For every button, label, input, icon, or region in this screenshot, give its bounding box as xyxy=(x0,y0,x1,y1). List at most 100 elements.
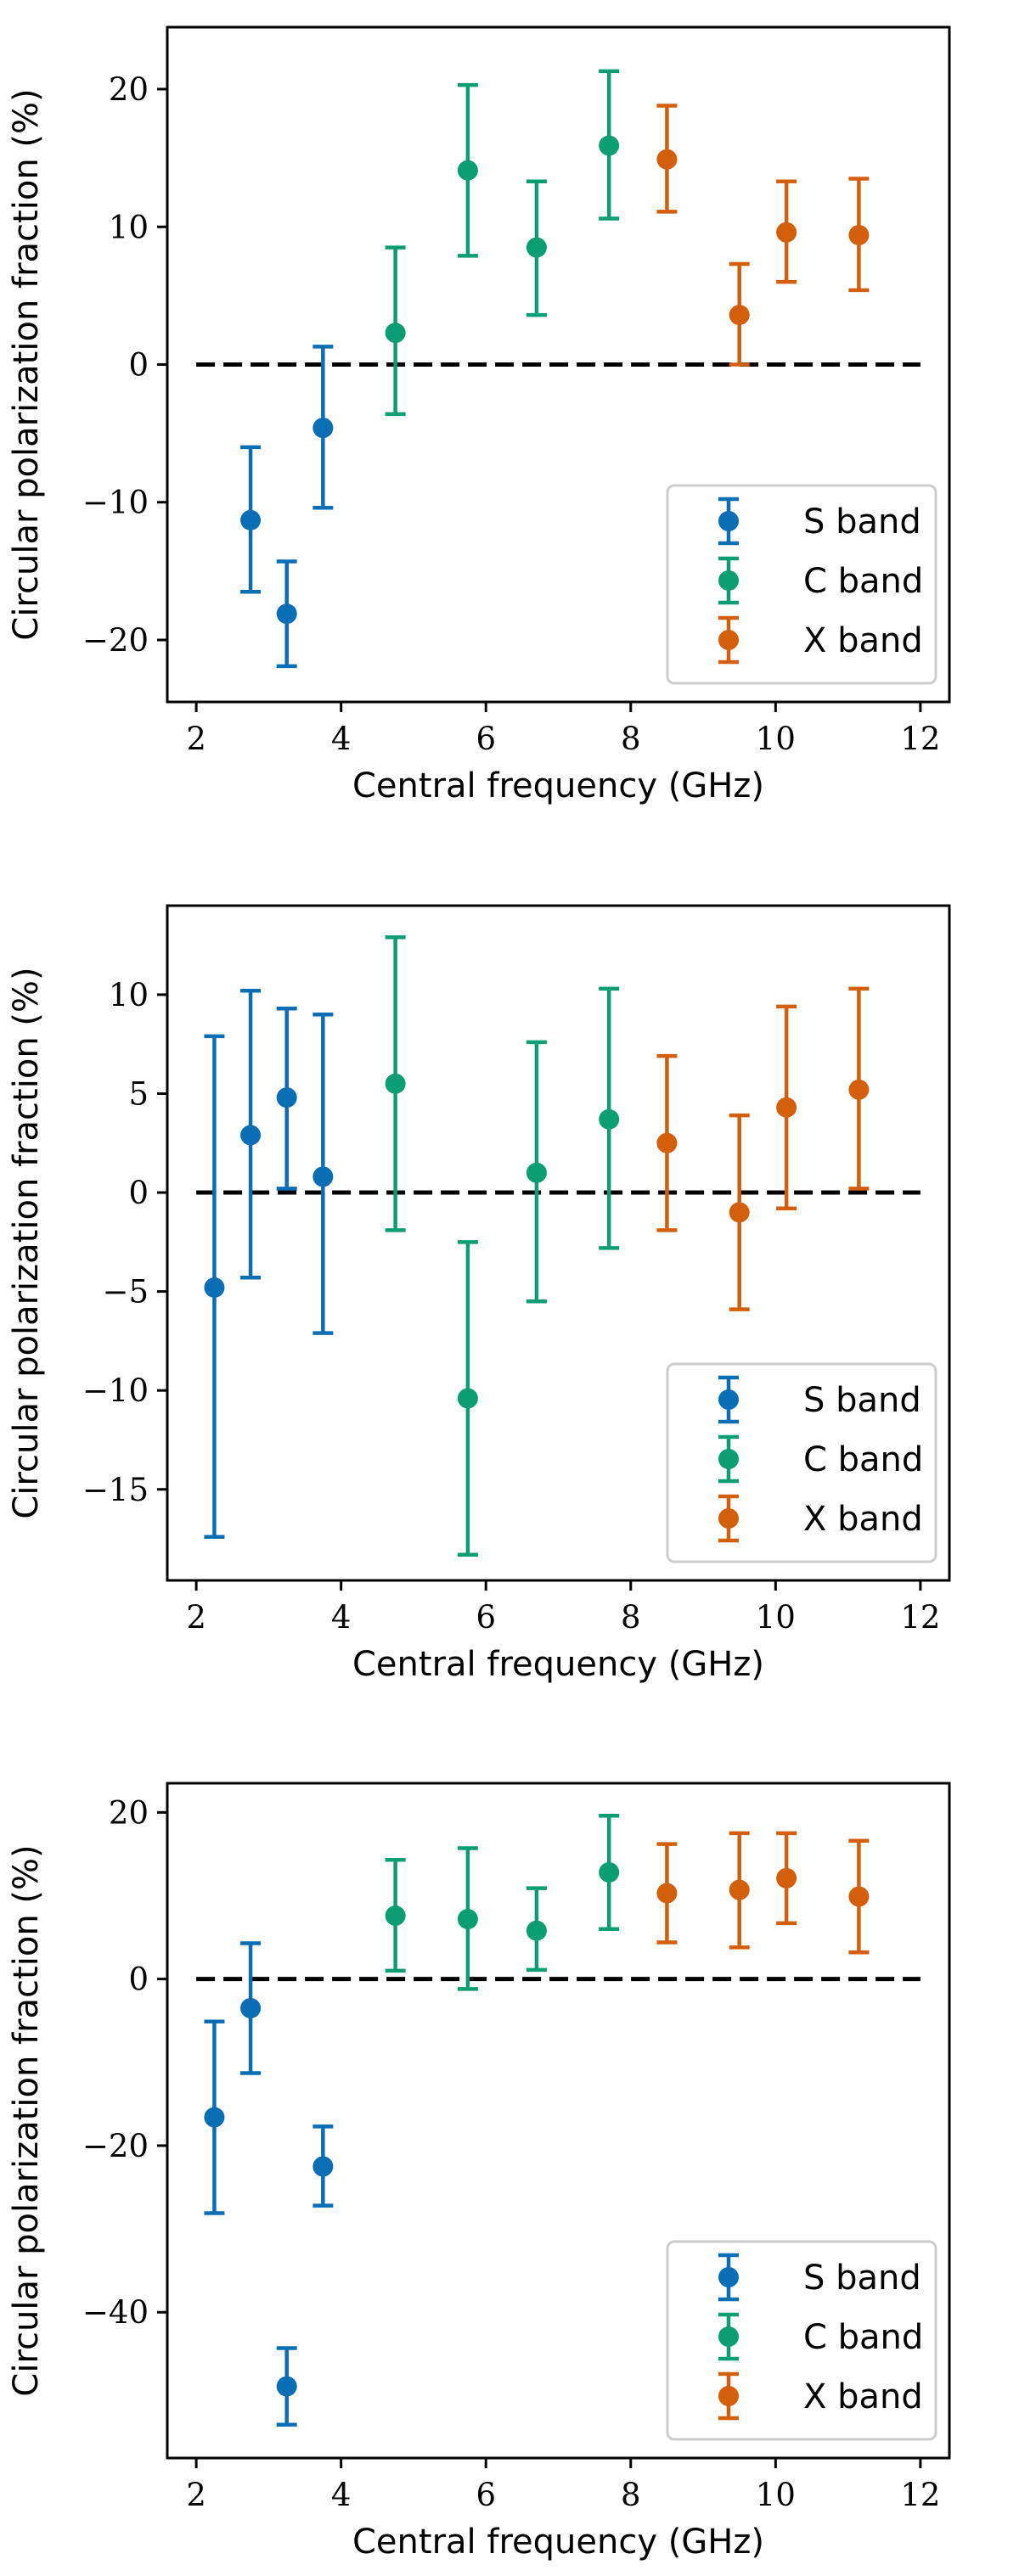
y-tick-label: −10 xyxy=(82,485,149,521)
x-tick-label: 2 xyxy=(186,1599,206,1636)
data-point xyxy=(656,1132,678,1153)
x-tick-label: 8 xyxy=(621,2477,641,2513)
data-point xyxy=(276,1087,297,1108)
legend-marker-icon xyxy=(718,2267,739,2287)
x-tick-label: 2 xyxy=(186,2477,206,2513)
x-tick-label: 6 xyxy=(476,721,496,757)
data-point xyxy=(385,1073,406,1094)
data-point xyxy=(776,1867,797,1889)
x-tick-label: 8 xyxy=(621,1599,641,1636)
legend-marker-icon xyxy=(718,1508,739,1529)
series-c-band xyxy=(385,69,620,417)
data-point xyxy=(276,603,297,625)
legend-marker-icon xyxy=(718,511,739,531)
y-tick-label: −20 xyxy=(82,622,149,659)
data-point xyxy=(526,1920,547,1941)
x-tick-label: 4 xyxy=(331,1599,352,1636)
series-x-band xyxy=(656,104,870,367)
x-tick-label: 4 xyxy=(331,2477,352,2513)
data-point xyxy=(240,1125,262,1146)
y-tick-label: −15 xyxy=(82,1472,149,1508)
data-point xyxy=(848,224,870,245)
data-point xyxy=(776,1097,797,1118)
y-tick-label: 0 xyxy=(128,1961,149,1998)
data-point xyxy=(656,149,678,170)
chart-2: 2 4 6 8 10 12 −15 −10 −5 0 5 10 Central frequency (G… xyxy=(7,904,951,1684)
axes-frame xyxy=(166,1782,951,2460)
y-axis-label: Circular polarization fraction (%) xyxy=(7,1844,46,2396)
legend: S band C band X band xyxy=(666,484,937,685)
data-point xyxy=(599,1862,620,1883)
legend: S band C band X band xyxy=(666,1362,937,1563)
data-point xyxy=(729,1879,750,1900)
axes-frame xyxy=(166,904,951,1582)
data-point xyxy=(848,1079,870,1100)
series-s-band xyxy=(204,988,334,1539)
legend-marker-icon xyxy=(718,2386,739,2406)
data-point xyxy=(729,1202,750,1223)
legend-label: X band xyxy=(803,1500,923,1539)
legend-marker-icon xyxy=(718,2326,739,2347)
data-point xyxy=(848,1886,870,1907)
x-axis-label: Central frequency (GHz) xyxy=(352,1645,764,1684)
y-tick-label: −20 xyxy=(82,2128,149,2164)
data-point xyxy=(276,2376,297,2397)
data-point xyxy=(204,2107,225,2128)
series-x-band xyxy=(656,986,870,1311)
legend-label: C band xyxy=(803,2318,923,2357)
series-c-band xyxy=(385,1814,620,1991)
y-tick-label: 0 xyxy=(128,1175,149,1211)
x-axis-label: Central frequency (GHz) xyxy=(352,2523,764,2562)
y-tick-label: −10 xyxy=(82,1372,149,1409)
data-point xyxy=(312,2156,334,2177)
data-point xyxy=(599,135,620,156)
data-point xyxy=(204,1277,225,1298)
legend-label: S band xyxy=(803,1381,921,1420)
data-point xyxy=(457,1908,478,1929)
data-point xyxy=(729,305,750,326)
x-tick-label: 6 xyxy=(476,1599,496,1636)
x-axis-label: Central frequency (GHz) xyxy=(352,766,764,805)
x-tick-label: 8 xyxy=(621,721,641,757)
data-point xyxy=(385,323,406,344)
data-point xyxy=(526,1162,547,1183)
y-tick-label: 5 xyxy=(128,1075,149,1112)
legend-label: C band xyxy=(803,562,923,601)
y-tick-label: 0 xyxy=(128,347,149,384)
x-tick-label: 12 xyxy=(900,721,940,757)
x-tick-label: 6 xyxy=(476,2477,496,2513)
data-point xyxy=(312,418,334,439)
y-tick-label: −5 xyxy=(102,1274,149,1310)
chart-1: 2 4 6 8 10 12 −20 −10 0 10 20 Central frequency (GH… xyxy=(7,25,951,805)
data-point xyxy=(312,1166,334,1187)
legend-label: X band xyxy=(803,2377,923,2416)
data-point xyxy=(776,222,797,243)
legend-label: S band xyxy=(803,502,921,542)
legend: S band C band X band xyxy=(666,2240,937,2441)
series-s-band xyxy=(204,1941,334,2427)
x-tick-label: 10 xyxy=(756,721,796,757)
data-point xyxy=(240,509,262,530)
legend-label: X band xyxy=(803,621,923,660)
legend-label: C band xyxy=(803,1440,923,1479)
legend-marker-icon xyxy=(718,1449,739,1469)
x-tick-label: 2 xyxy=(186,721,206,757)
data-point xyxy=(457,1388,478,1409)
x-tick-label: 10 xyxy=(756,2477,796,2513)
data-point xyxy=(240,1998,262,2018)
y-tick-label: 20 xyxy=(109,1794,149,1831)
data-point xyxy=(457,160,478,181)
y-tick-label: 10 xyxy=(109,209,149,245)
y-axis-label: Circular polarization fraction (%) xyxy=(7,967,46,1518)
legend-marker-icon xyxy=(718,570,739,591)
data-point xyxy=(656,1883,678,1904)
legend-marker-icon xyxy=(718,630,739,650)
y-tick-label: 10 xyxy=(109,977,149,1013)
series-c-band xyxy=(385,935,620,1557)
series-s-band xyxy=(240,345,334,669)
data-point xyxy=(385,1905,406,1927)
x-tick-label: 12 xyxy=(900,1599,940,1636)
y-tick-label: 20 xyxy=(109,71,149,108)
x-tick-label: 4 xyxy=(331,721,352,757)
